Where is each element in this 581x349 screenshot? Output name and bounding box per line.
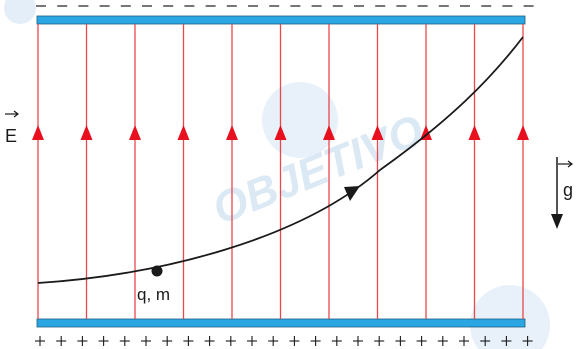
particle-label: q, m: [137, 285, 170, 304]
gravity-label: g: [563, 180, 573, 200]
field-arrow-up-icon: [517, 125, 529, 140]
field-arrow-up-icon: [80, 125, 93, 140]
particle-dot: [151, 265, 163, 277]
field-arrow-up-icon: [226, 125, 238, 140]
watermark-logo: [470, 285, 550, 349]
field-arrow-up-icon: [420, 125, 432, 140]
bottom-plate: [36, 318, 526, 328]
down-arrow-icon: [551, 214, 563, 229]
trajectory-path: [37, 36, 524, 284]
field-arrow-up-icon: [177, 125, 190, 140]
field-arrow-up-icon: [323, 125, 335, 140]
watermark-logo: [4, 0, 36, 24]
field-arrow-up-icon: [32, 125, 44, 140]
positive-charges: [35, 336, 533, 346]
trajectory-arrowhead-icon: [344, 186, 360, 201]
field-label: E: [5, 126, 17, 146]
field-arrow-up-icon: [468, 125, 481, 140]
field-vector-label: E: [5, 110, 19, 146]
field-arrow-up-icon: [129, 125, 141, 140]
field-lines: [32, 24, 529, 319]
field-arrow-up-icon: [274, 125, 287, 140]
top-plate: [36, 15, 526, 25]
field-arrow-up-icon: [371, 125, 384, 140]
gravity-vector-label: g: [551, 157, 573, 229]
